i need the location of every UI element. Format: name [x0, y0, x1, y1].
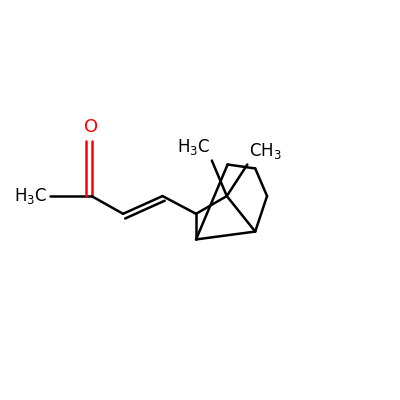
- Text: CH$_3$: CH$_3$: [249, 141, 282, 161]
- Text: H$_3$C: H$_3$C: [177, 137, 210, 157]
- Text: O: O: [84, 118, 98, 136]
- Text: H$_3$C: H$_3$C: [14, 186, 47, 206]
